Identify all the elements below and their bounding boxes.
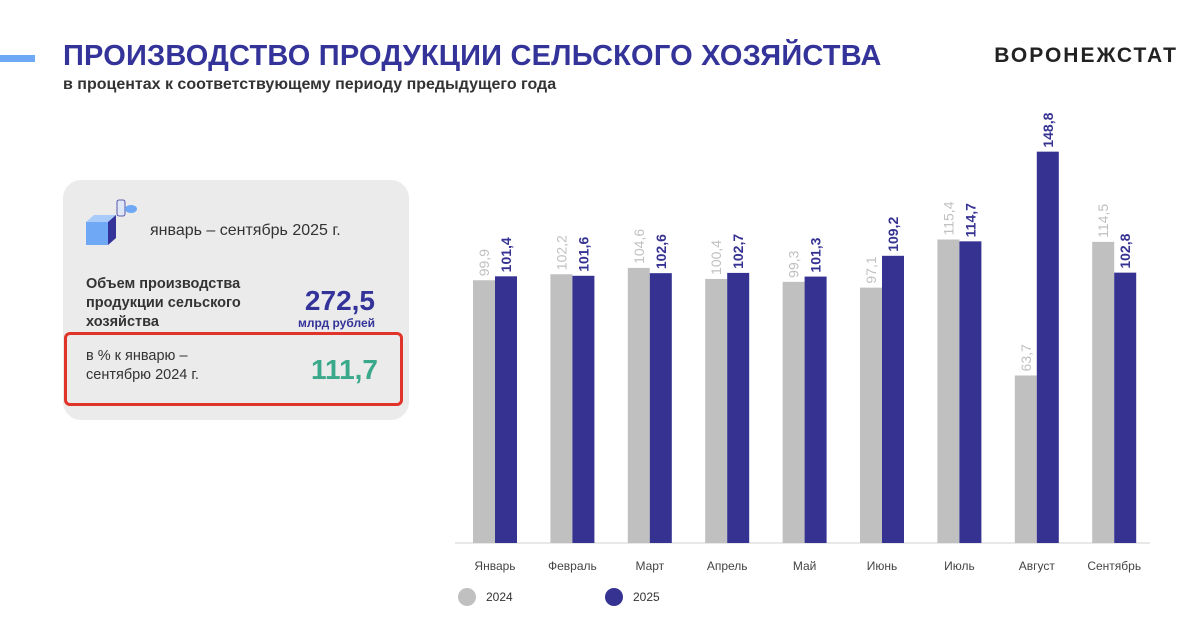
data-label-2025-1: 101,6 <box>575 237 591 272</box>
data-label-2024-1: 102,2 <box>553 235 569 270</box>
data-label-2025-5: 109,2 <box>885 217 901 252</box>
legend-2025: 2025 <box>605 588 660 606</box>
accent-bar <box>0 55 35 62</box>
legend-2024: 2024 <box>458 588 513 606</box>
data-label-2024-3: 100,4 <box>708 240 724 275</box>
data-label-2024-7: 63,7 <box>1018 344 1034 371</box>
bar-2024-4 <box>782 281 805 543</box>
volume-unit: млрд рублей <box>298 316 375 330</box>
data-label-2024-6: 115,4 <box>940 201 956 235</box>
bar-2024-3 <box>705 278 728 543</box>
pct-label-line1: в % к январю – <box>86 348 188 364</box>
bar-2025-8 <box>1114 272 1137 543</box>
bar-2025-1 <box>572 275 595 543</box>
bar-2024-2 <box>627 267 650 543</box>
period-label: январь – сентябрь 2025 г. <box>150 222 341 239</box>
x-tick-label: Июль <box>944 559 975 573</box>
data-label-2024-0: 99,9 <box>476 249 492 276</box>
bar-2024-8 <box>1092 241 1115 544</box>
legend-swatch-2025 <box>605 588 623 606</box>
data-label-2024-2: 104,6 <box>631 229 647 264</box>
bar-2025-5 <box>882 255 904 543</box>
bar-2025-4 <box>804 276 827 543</box>
page-subtitle: в процентах к соответствующему периоду п… <box>63 76 557 93</box>
bar-2024-7 <box>1014 375 1037 543</box>
data-label-2025-0: 101,4 <box>498 237 514 272</box>
data-label-2025-2: 102,6 <box>653 234 669 269</box>
bar-2025-3 <box>727 272 750 543</box>
pct-label-line2: сентябрю 2024 г. <box>86 367 199 383</box>
volume-label: Объем производства продукции сельского х… <box>86 276 241 330</box>
bar-2025-6 <box>959 241 982 544</box>
x-tick-label: Март <box>635 559 664 573</box>
data-label-2024-8: 114,5 <box>1095 204 1111 238</box>
summary-card <box>63 180 409 420</box>
x-tick-label: Май <box>793 559 817 573</box>
legend-label-2025: 2025 <box>633 590 660 604</box>
data-label-2025-8: 102,8 <box>1117 233 1133 268</box>
highlight-box <box>64 332 403 406</box>
bar-2025-2 <box>649 273 672 543</box>
pct-label: в % к январю – сентябрю 2024 г. <box>86 347 199 385</box>
x-tick-label: Апрель <box>707 559 748 573</box>
x-tick-label: Январь <box>474 559 515 573</box>
page-title: ПРОИЗВОДСТВО ПРОДУКЦИИ СЕЛЬСКОГО ХОЗЯЙСТ… <box>63 40 882 72</box>
bar-2024-1 <box>550 274 573 543</box>
volume-value: 272,5 <box>304 285 375 316</box>
legend-label-2024: 2024 <box>486 590 513 604</box>
bar-2025-0 <box>495 276 517 543</box>
data-label-2025-4: 101,3 <box>808 237 824 272</box>
data-label-2024-4: 99,3 <box>786 250 802 277</box>
x-tick-label: Сентябрь <box>1087 559 1141 573</box>
bar-2024-5 <box>860 287 882 543</box>
data-label-2025-3: 102,7 <box>730 234 746 269</box>
x-tick-label: Июнь <box>867 559 898 573</box>
brand-logo: ВОРОНЕЖСТАТ <box>994 44 1178 67</box>
data-label-2025-6: 114,7 <box>962 203 978 237</box>
data-label-2025-7: 148,8 <box>1040 112 1056 147</box>
x-tick-label: Февраль <box>548 559 597 573</box>
x-tick-label: Август <box>1019 559 1056 573</box>
legend-swatch-2024 <box>458 588 476 606</box>
data-label-2024-5: 97,1 <box>863 256 879 283</box>
bar-2024-0 <box>473 280 495 543</box>
bar-2024-6 <box>937 239 960 544</box>
bar-2025-7 <box>1036 151 1059 543</box>
pct-value: 111,7 <box>311 354 378 385</box>
